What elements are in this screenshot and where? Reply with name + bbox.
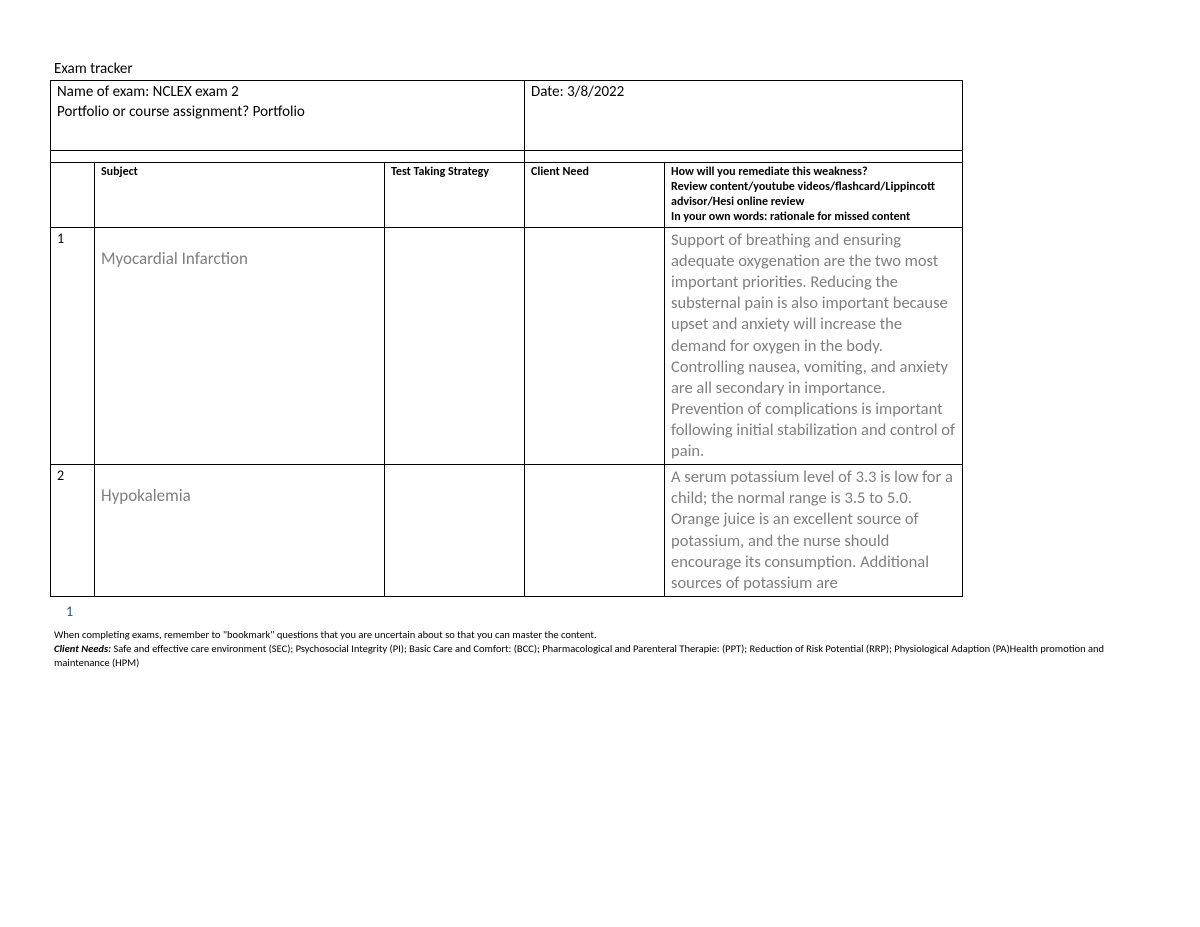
date-value: 3/8/2022 xyxy=(567,83,624,101)
footnote-block: When completing exams, remember to "book… xyxy=(54,628,1144,671)
strategy-cell xyxy=(385,228,525,465)
exam-name-value: NCLEX exam 2 xyxy=(153,83,239,101)
col-strategy: Test Taking Strategy xyxy=(385,163,525,228)
subject-cell: Hypokalemia xyxy=(101,467,378,506)
spacer-row xyxy=(51,151,963,163)
page-number: 1 xyxy=(66,603,1150,620)
client-need-cell xyxy=(525,228,665,465)
table-row: 1 Myocardial Infarction Support of breat… xyxy=(51,228,963,465)
strategy-cell xyxy=(385,465,525,597)
exam-tracker-table: Name of exam: NCLEX exam 2 Portfolio or … xyxy=(50,80,963,597)
col-subject: Subject xyxy=(95,163,385,228)
row-number: 2 xyxy=(51,465,95,597)
footnote-line-1: When completing exams, remember to "book… xyxy=(54,628,1144,642)
table-row: 2 Hypokalemia A serum potassium level of… xyxy=(51,465,963,597)
assignment-label: Portfolio or course assignment? xyxy=(57,103,249,121)
exam-name-label: Name of exam: xyxy=(57,83,149,101)
remediation-cell: Support of breathing and ensuring adequa… xyxy=(665,228,963,465)
client-need-cell xyxy=(525,465,665,597)
assignment-value: Portfolio xyxy=(253,103,305,121)
col-client-need: Client Need xyxy=(525,163,665,228)
remediation-cell: A serum potassium level of 3.3 is low fo… xyxy=(665,465,963,597)
subject-cell: Myocardial Infarction xyxy=(101,230,378,269)
header-row: Subject Test Taking Strategy Client Need… xyxy=(51,163,963,228)
date-label: Date: xyxy=(531,83,564,101)
doc-title: Exam tracker xyxy=(50,60,1150,78)
row-number: 1 xyxy=(51,228,95,465)
footnote-client-needs: Client Needs: Safe and effective care en… xyxy=(54,642,1144,670)
meta-row: Name of exam: NCLEX exam 2 Portfolio or … xyxy=(51,81,963,151)
col-remediate: How will you remediate this weakness? Re… xyxy=(665,163,963,228)
